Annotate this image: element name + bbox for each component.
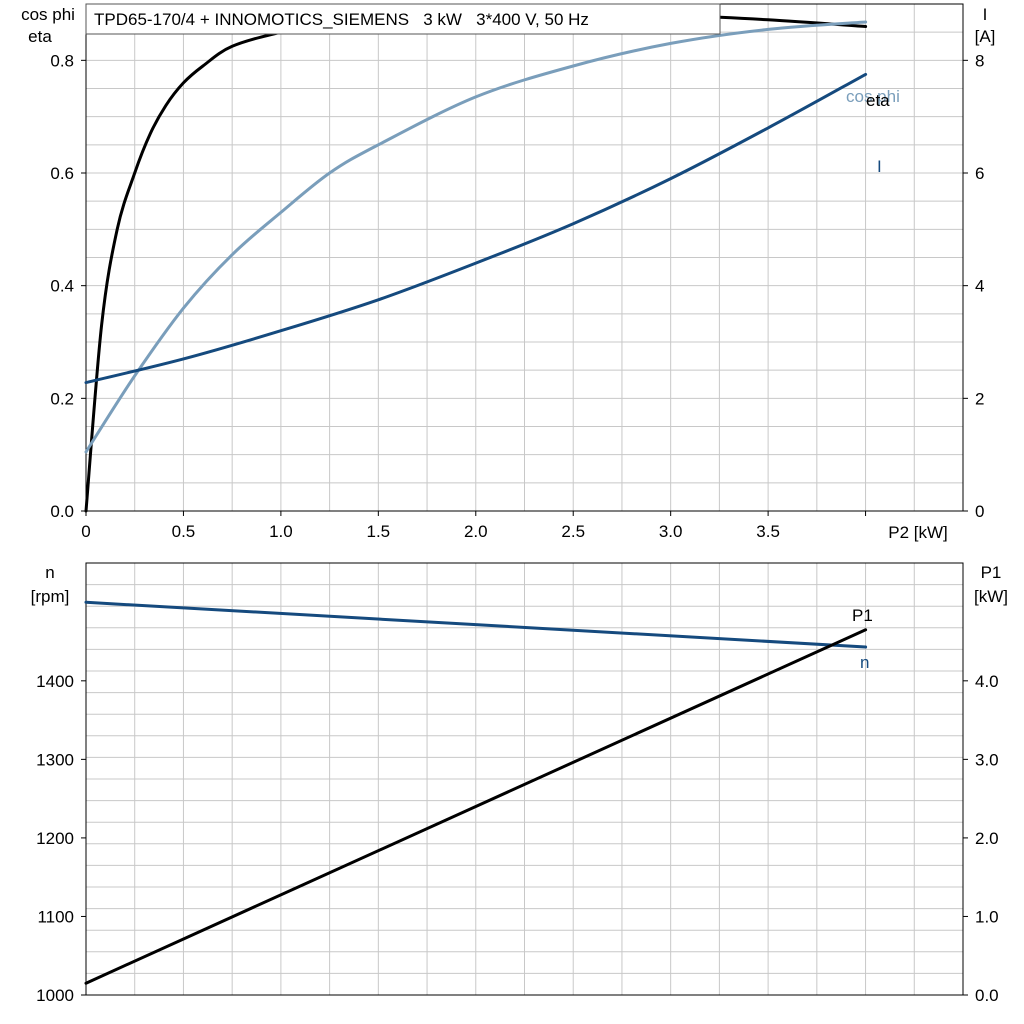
bottom-chart-grid [86, 563, 963, 995]
x-tick-label: 2.5 [561, 522, 585, 541]
y-right-tick-label: 2.0 [975, 829, 999, 848]
x-tick-label: 3.0 [659, 522, 683, 541]
series-line-n [84, 600, 868, 649]
y-right-tick-label: 8 [975, 51, 984, 70]
chart-title: TPD65-170/4 + INNOMOTICS_SIEMENS 3 kW 3*… [94, 10, 589, 29]
series-label-p1: P1 [852, 606, 873, 625]
x-tick-label: 3.5 [756, 522, 780, 541]
top-right-axis-label-1: I [983, 5, 988, 24]
series-label-n: n [860, 653, 869, 672]
y-left-tick-label: 1000 [36, 986, 74, 1005]
y-left-tick-label: 1100 [37, 907, 74, 926]
y-left-tick-label: 1200 [36, 829, 74, 848]
y-left-tick-label: 0.0 [50, 502, 74, 521]
y-right-tick-label: 0.0 [975, 986, 999, 1005]
bottom-left-axis-label-1: n [45, 563, 54, 582]
y-right-tick-label: 6 [975, 164, 984, 183]
y-left-tick-label: 1300 [36, 750, 74, 769]
bottom-chart-ticks: 1000 1100 1200 1300 1400 0.0 1.0 2.0 3.0 4.0 [36, 672, 998, 1005]
title-box [85, 3, 721, 35]
y-left-tick-label: 0.4 [50, 277, 74, 296]
top-chart-ticks: 0.0 0.2 0.4 0.6 0.8 0 2 4 6 8 0 0.5 1.0 1.5 2.0 2.5 3.0 3… [50, 51, 984, 541]
top-right-axis-label-2: [A] [975, 27, 996, 46]
y-right-tick-label: 0 [975, 502, 984, 521]
x-tick-label: 1.0 [269, 522, 293, 541]
series-label-current: I [877, 157, 882, 176]
bottom-plot-frame [85, 562, 964, 996]
bottom-right-axis-label-1: P1 [981, 563, 1002, 582]
x-tick-label: 0.5 [172, 522, 196, 541]
bottom-chart-series [84, 600, 868, 985]
series-line-cos-phi [84, 20, 868, 454]
series-label-cos-phi: cos phi [846, 87, 900, 106]
series-line-i [84, 72, 868, 385]
series-label-eta: eta [866, 91, 890, 110]
y-right-tick-label: 4 [975, 277, 984, 296]
top-x-axis-label: P2 [kW] [888, 523, 948, 542]
y-left-tick-label: 0.2 [50, 389, 74, 408]
y-right-tick-label: 4.0 [975, 672, 999, 691]
series-line-p1 [84, 628, 868, 985]
y-right-tick-label: 1.0 [975, 907, 999, 926]
top-left-axis-label-2: eta [28, 27, 52, 46]
x-tick-label: 1.5 [367, 522, 391, 541]
y-right-tick-label: 3.0 [975, 750, 999, 769]
bottom-left-axis-label-2: [rpm] [31, 587, 70, 606]
x-tick-label: 0 [81, 522, 90, 541]
y-right-tick-label: 2 [975, 389, 984, 408]
y-left-tick-label: 0.6 [50, 164, 74, 183]
y-left-tick-label: 0.8 [50, 51, 74, 70]
y-left-tick-label: 1400 [36, 672, 74, 691]
top-left-axis-label-1: cos phi [21, 5, 75, 24]
bottom-right-axis-label-2: [kW] [974, 587, 1008, 606]
x-tick-label: 2.0 [464, 522, 488, 541]
